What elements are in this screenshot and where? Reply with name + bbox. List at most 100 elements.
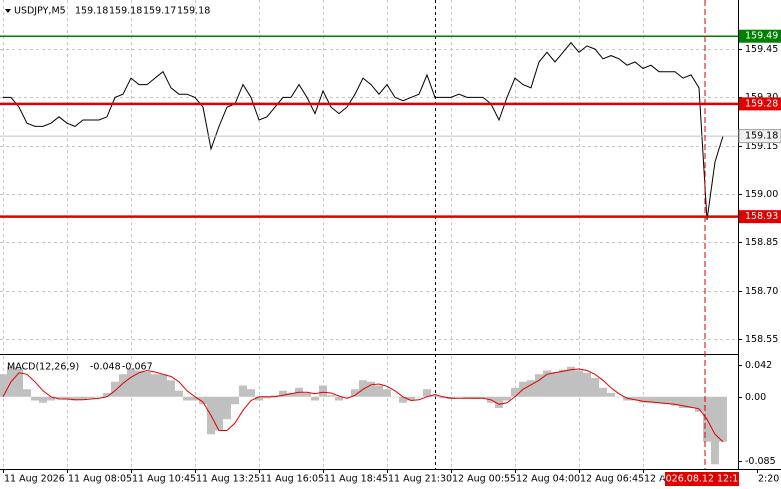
histogram-bar bbox=[39, 396, 47, 403]
histogram-bar bbox=[607, 393, 615, 397]
histogram-bar bbox=[495, 396, 503, 408]
histogram-bar bbox=[279, 390, 287, 397]
x-tick-label: 11 Aug 10:45 bbox=[132, 474, 196, 485]
histogram-bar bbox=[399, 396, 407, 403]
histogram-bar bbox=[31, 396, 39, 401]
ohlc-open: 159.18 bbox=[75, 6, 108, 17]
x-tick-label: 11 Aug 08:05 bbox=[68, 474, 132, 485]
level-box bbox=[739, 29, 781, 43]
histogram-bar bbox=[415, 396, 423, 398]
histogram-bar bbox=[367, 381, 375, 397]
y-tick-label: 159.00 bbox=[745, 189, 778, 200]
x-tick-label: 11 Aug 13:25 bbox=[196, 474, 260, 485]
histogram-bar bbox=[583, 372, 591, 397]
level-label: 158.93 bbox=[745, 211, 778, 222]
histogram-bar bbox=[543, 370, 551, 397]
histogram-bar bbox=[695, 396, 703, 412]
histogram-bar bbox=[63, 396, 71, 399]
y-tick-label: 158.85 bbox=[745, 237, 778, 248]
histogram-bar bbox=[111, 381, 119, 397]
histogram-bar bbox=[455, 396, 463, 398]
histogram-bar bbox=[711, 396, 719, 465]
ohlc-close: 159.18 bbox=[177, 6, 210, 17]
histogram-bar bbox=[103, 393, 111, 397]
histogram-bar bbox=[631, 396, 639, 401]
y-tick-label: 159.15 bbox=[745, 141, 778, 152]
level-label: 159.28 bbox=[745, 98, 778, 109]
y-tick-label: 158.70 bbox=[745, 286, 778, 297]
histogram-bar bbox=[183, 396, 191, 401]
histogram-bar bbox=[551, 372, 559, 397]
histogram-bar bbox=[423, 389, 431, 397]
histogram-bar bbox=[591, 378, 599, 397]
histogram-bar bbox=[71, 396, 79, 401]
histogram-bar bbox=[431, 395, 439, 397]
histogram-bar bbox=[351, 389, 359, 397]
y-tick-label: -0.085 bbox=[745, 456, 776, 467]
histogram-bar bbox=[47, 396, 55, 401]
histogram-bar bbox=[671, 396, 679, 406]
histogram-bar bbox=[175, 390, 183, 397]
histogram-bar bbox=[119, 374, 127, 397]
symbol-title: USDJPY,M5 bbox=[14, 6, 66, 17]
x-tick-label: 11 Aug 18:45 bbox=[324, 474, 388, 485]
histogram-bar bbox=[359, 380, 367, 397]
y-tick-label: 158.55 bbox=[745, 334, 778, 345]
histogram-bar bbox=[503, 396, 511, 401]
histogram-bar bbox=[151, 374, 159, 397]
histogram-bar bbox=[655, 396, 663, 404]
y-tick-label: 0.00 bbox=[745, 392, 766, 403]
histogram-bar bbox=[687, 396, 695, 408]
ohlc-low: 159.17 bbox=[143, 6, 176, 17]
histogram-bar bbox=[127, 369, 135, 397]
histogram-bar bbox=[319, 385, 327, 397]
histogram-bar bbox=[135, 370, 143, 397]
histogram-bar bbox=[271, 395, 279, 397]
cursor-box bbox=[665, 472, 739, 486]
x-tick-label: 12 A bbox=[644, 474, 666, 485]
signal-line bbox=[2, 368, 724, 443]
x-tick-label: 12 Aug 00:55 bbox=[452, 474, 516, 485]
x-tick-label: 11 Aug 2026 bbox=[4, 474, 65, 485]
histogram-bar bbox=[335, 396, 343, 401]
histogram-bar bbox=[647, 396, 655, 403]
indicator-reading: -0.048 bbox=[90, 362, 121, 373]
histogram-bar bbox=[167, 380, 175, 397]
histogram-bar bbox=[527, 380, 535, 397]
histogram-bar bbox=[287, 393, 295, 397]
histogram-bar bbox=[615, 396, 623, 398]
histogram-bar bbox=[567, 366, 575, 397]
y-tick-label: 159.45 bbox=[745, 44, 778, 55]
histogram-bar bbox=[375, 385, 383, 397]
histogram-bar bbox=[143, 372, 151, 397]
histogram-bar bbox=[0, 374, 7, 397]
histogram-bar bbox=[303, 393, 311, 397]
histogram-bar bbox=[479, 396, 487, 399]
histogram-bar bbox=[535, 374, 543, 397]
histogram-bar bbox=[15, 368, 23, 397]
histogram-bar bbox=[199, 396, 207, 405]
indicator-reading: -0.067 bbox=[122, 362, 153, 373]
histogram-bar bbox=[231, 396, 239, 405]
histogram-bar bbox=[463, 396, 471, 399]
histogram-bar bbox=[719, 396, 727, 442]
histogram-bar bbox=[95, 396, 103, 398]
cursor-label: 2026.08.12 12:10 bbox=[660, 474, 745, 485]
histogram-bar bbox=[159, 374, 167, 397]
histogram-bar bbox=[599, 387, 607, 397]
histogram-bar bbox=[191, 396, 199, 401]
menu-arrow bbox=[5, 9, 11, 13]
histogram-bar bbox=[215, 396, 223, 431]
histogram-bar bbox=[263, 396, 271, 399]
histogram-bar bbox=[407, 396, 415, 401]
histogram-bar bbox=[383, 389, 391, 397]
price-line bbox=[3, 41, 724, 220]
level-box bbox=[739, 97, 781, 111]
histogram-bar bbox=[87, 396, 95, 399]
histogram-bar bbox=[23, 389, 31, 397]
x-tick-label: 12 Aug 04:00 bbox=[516, 474, 580, 485]
histogram-bar bbox=[55, 396, 63, 399]
